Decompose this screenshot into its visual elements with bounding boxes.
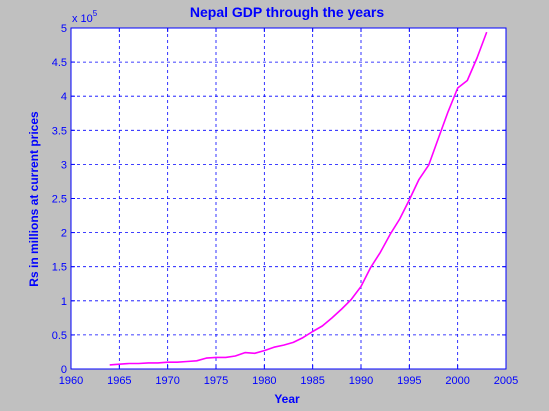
x-tick-label: 2000 — [445, 375, 469, 387]
x-tick-label: 1990 — [349, 375, 373, 387]
y-tick-label: 0 — [61, 364, 67, 376]
y-tick-label: 2.5 — [52, 194, 67, 206]
y-tick-label: 4 — [61, 91, 67, 103]
x-axis-label: Year — [274, 392, 300, 406]
x-tick-label: 1995 — [397, 375, 421, 387]
x-tick-label: 1985 — [300, 375, 324, 387]
y-tick-label: 5 — [61, 23, 67, 35]
y-tick-label: 2 — [61, 228, 67, 240]
y-exponent-label: x 105 — [72, 9, 98, 25]
y-tick-label: 0.5 — [52, 330, 67, 342]
x-tick-label: 1975 — [204, 375, 228, 387]
y-tick-labels: 0 0.5 1 1.5 2 2.5 3 3.5 4 4.5 5 — [52, 23, 67, 376]
y-exponent-power: 5 — [93, 9, 98, 18]
y-axis-label: Rs in millions at current prices — [27, 111, 41, 287]
x-tick-label: 1970 — [155, 375, 179, 387]
x-tick-label: 1965 — [107, 375, 131, 387]
gdp-series-line — [109, 31, 488, 366]
y-tick-label: 1 — [61, 296, 67, 308]
x-tick-labels: 1960 1965 1970 1975 1980 1985 1990 1995 2000 2005 — [59, 375, 518, 387]
y-tick-label: 1.5 — [52, 262, 67, 274]
y-tick-label: 3.5 — [52, 125, 67, 137]
y-tick-label: 3 — [61, 159, 67, 171]
y-exponent-base: x 10 — [72, 13, 93, 25]
x-tick-label: 1960 — [59, 375, 83, 387]
y-tick-label: 4.5 — [52, 57, 67, 69]
chart-title: Nepal GDP through the years — [190, 4, 384, 20]
x-tick-label: 2005 — [494, 375, 518, 387]
x-tick-label: 1980 — [252, 375, 276, 387]
axis-ticks — [70, 27, 507, 370]
